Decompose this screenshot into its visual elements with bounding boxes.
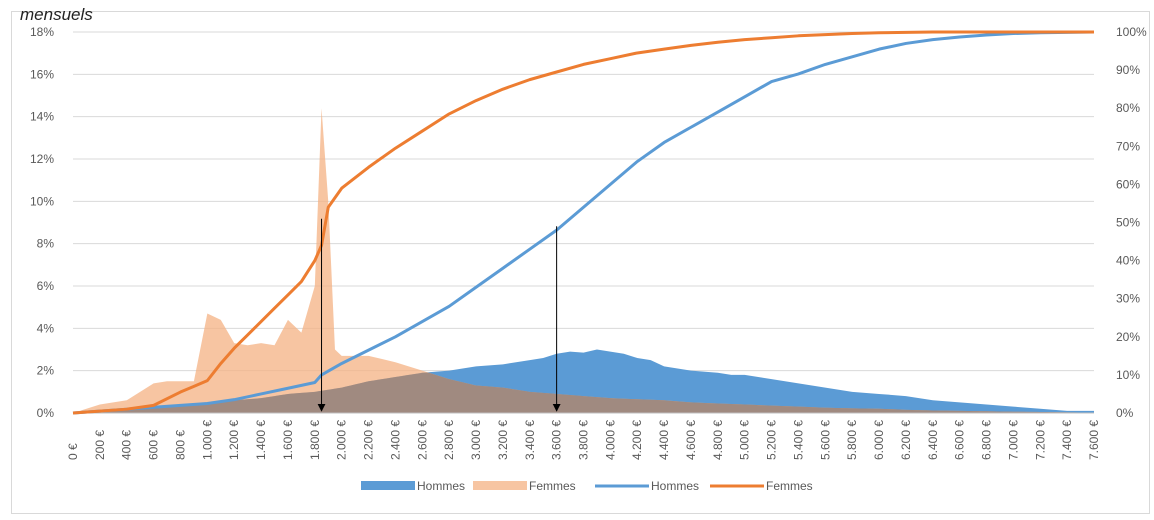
legend-item-1: Hommes [361, 479, 465, 493]
x-tick-label: 5.200 € [765, 420, 779, 460]
area-series-femmes [73, 108, 1094, 413]
x-tick-label: 7.000 € [1006, 420, 1020, 460]
x-tick-label: 1.000 € [200, 420, 214, 460]
y-right-tick-label: 40% [1116, 254, 1140, 268]
x-tick-label: 2.400 € [388, 420, 402, 460]
x-tick-label: 6.400 € [926, 420, 940, 460]
x-tick-label: 400 € [120, 430, 134, 460]
x-tick-label: 3.200 € [496, 420, 510, 460]
x-tick-label: 6.600 € [953, 420, 967, 460]
chart-frame: mensuels 0% 2% 4% 6% 8% 10% 12% 14% 16% 18% 0% 10% 2… [11, 5, 1150, 514]
x-tick-label: 200 € [93, 430, 107, 460]
y-left-tick-label: 12% [30, 152, 54, 166]
x-tick-label: 5.600 € [818, 420, 832, 460]
x-tick-label: 4.000 € [603, 420, 617, 460]
x-tick-label: 4.800 € [711, 420, 725, 460]
y-left-tick-label: 4% [37, 321, 55, 335]
legend-swatch [361, 481, 415, 490]
line-series-hommes [72, 30, 1095, 415]
x-tick-label: 7.600 € [1087, 420, 1101, 460]
y-right-tick-label: 80% [1116, 101, 1140, 115]
x-tick-label: 4.400 € [657, 420, 671, 460]
x-tick-label: 2.200 € [362, 420, 376, 460]
x-tick-label: 6.200 € [899, 420, 913, 460]
y-right-tick-label: 10% [1116, 368, 1140, 382]
x-tick-label: 1.600 € [281, 420, 295, 460]
y-left-tick-label: 6% [37, 279, 55, 293]
x-tick-label: 1.400 € [254, 420, 268, 460]
x-tick-label: 3.800 € [577, 420, 591, 460]
y-left-tick-label: 18% [30, 25, 54, 39]
y-right-tick-label: 60% [1116, 177, 1140, 191]
x-tick-label: 3.400 € [523, 420, 537, 460]
line-series-femmes [72, 30, 1094, 415]
y-left-tick-label: 16% [30, 67, 54, 81]
x-tick-label: 3.000 € [469, 420, 483, 460]
legend-label: Hommes [417, 479, 465, 493]
x-tick-label: 2.600 € [415, 420, 429, 460]
x-tick-label: 4.200 € [630, 420, 644, 460]
y-right-tick-label: 0% [1116, 406, 1134, 420]
x-tick-label: 7.400 € [1060, 420, 1074, 460]
legend-label: Hommes [651, 479, 699, 493]
x-tick-label: 2.800 € [442, 420, 456, 460]
x-tick-label: 600 € [147, 430, 161, 460]
x-tick-label: 4.600 € [684, 420, 698, 460]
legend-item-2: Femmes [473, 479, 576, 493]
y-left-tick-label: 2% [37, 364, 55, 378]
legend-swatch [473, 481, 527, 490]
y-right-tick-label: 100% [1116, 25, 1147, 39]
legend-label: Femmes [766, 479, 813, 493]
x-tick-label: 1.200 € [227, 420, 241, 460]
x-tick-label: 1.800 € [308, 420, 322, 460]
legend-item-3: Hommes [595, 479, 699, 493]
x-tick-label: 7.200 € [1033, 420, 1047, 460]
x-tick-label: 5.000 € [738, 420, 752, 460]
y-left-tick-label: 8% [37, 237, 55, 251]
legend-label: Femmes [529, 479, 576, 493]
y-right-tick-label: 20% [1116, 330, 1140, 344]
area-overlap [73, 372, 1094, 413]
y-left-tick-label: 0% [37, 406, 55, 420]
x-tick-label: 3.600 € [550, 420, 564, 460]
y-left-tick-label: 10% [30, 194, 54, 208]
x-tick-label: 5.800 € [845, 420, 859, 460]
chart-caption: mensuels [20, 5, 93, 24]
x-tick-label: 6.800 € [980, 420, 994, 460]
y-right-tick-label: 50% [1116, 216, 1140, 230]
x-tick-label: 800 € [173, 430, 187, 460]
x-tick-label: 6.000 € [872, 420, 886, 460]
legend-item-4: Femmes [710, 479, 813, 493]
x-tick-label: 2.000 € [335, 420, 349, 460]
y-right-tick-label: 30% [1116, 292, 1140, 306]
x-tick-label: 0 € [66, 443, 80, 460]
y-right-tick-label: 70% [1116, 139, 1140, 153]
y-right-tick-label: 90% [1116, 63, 1140, 77]
x-tick-label: 5.400 € [791, 420, 805, 460]
y-left-tick-label: 14% [30, 110, 54, 124]
chart-svg: 0% 2% 4% 6% 8% 10% 12% 14% 16% 18% 0% 10% 20% 30% 40% 5… [30, 25, 1147, 493]
